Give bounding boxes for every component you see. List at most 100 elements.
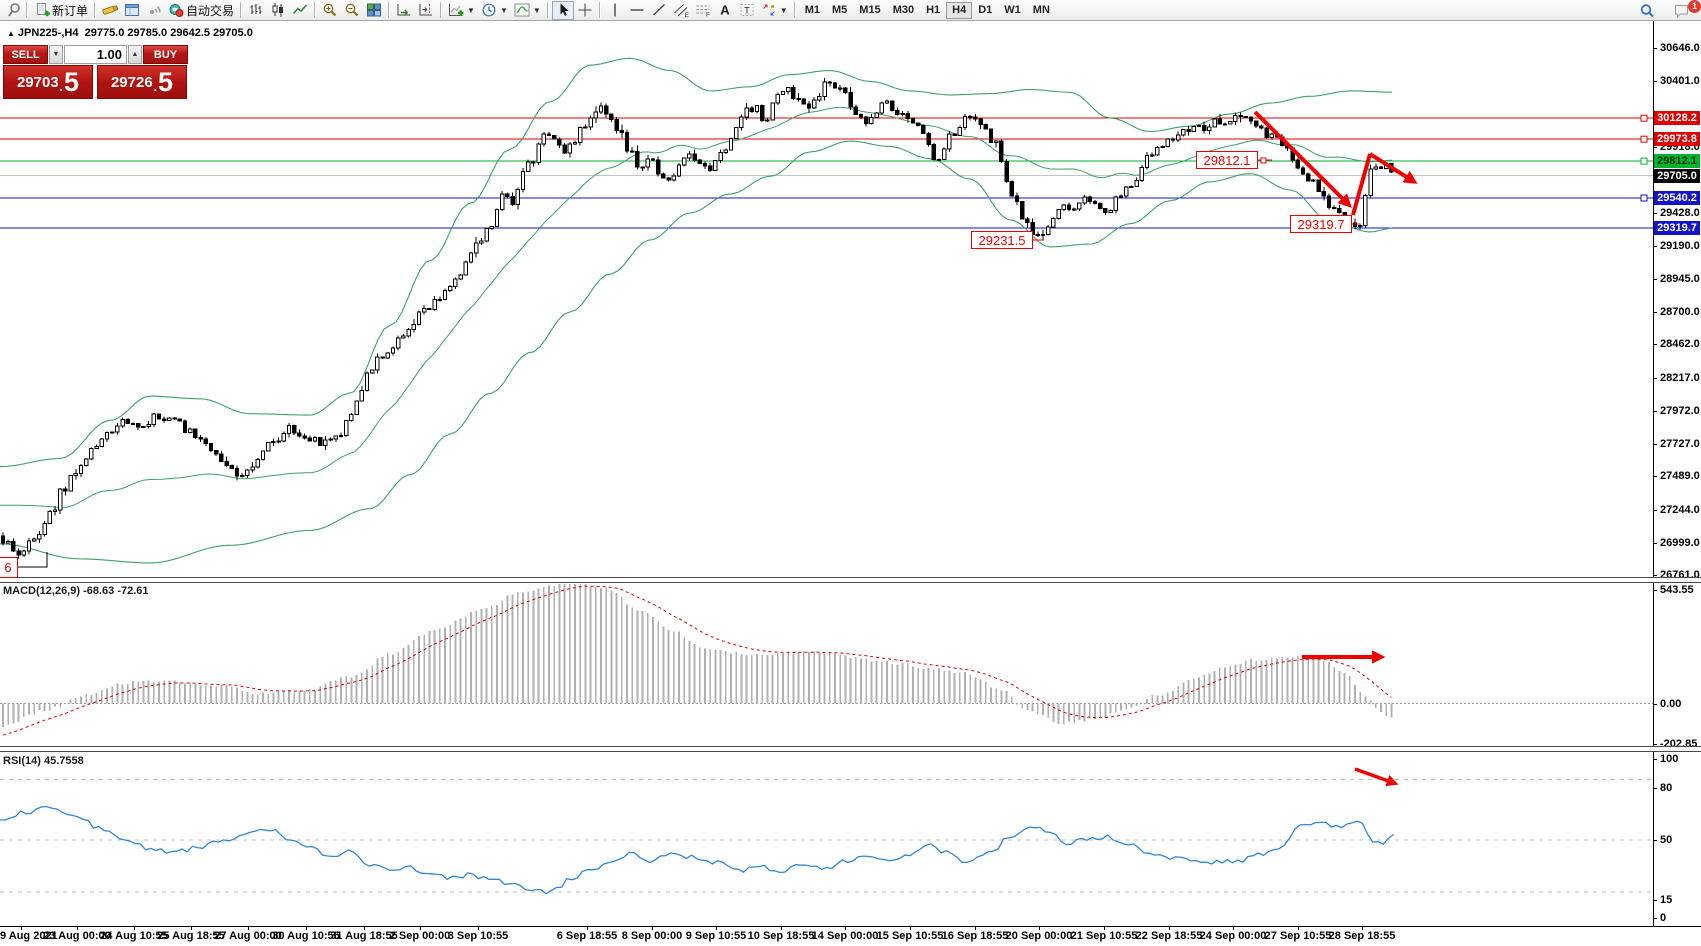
trend-arrow[interactable] [1368,152,1418,184]
new-chart-button[interactable]: ▼ [445,1,478,20]
buy-price[interactable]: 29726. 5 [97,65,187,99]
time-axis-label[interactable]: 20 Sep 00:00 [1005,930,1073,942]
macd-panel-canvas[interactable] [0,583,1653,747]
timeframe-mn-button[interactable]: MN [1027,2,1056,19]
time-axis-label[interactable]: 15 Sep 10:55 [876,930,944,942]
price-annotation[interactable]: 29231.5 [971,231,1033,249]
line-handle[interactable] [1640,135,1648,143]
cursor-button[interactable] [551,0,574,20]
price-annotation[interactable]: 6 [0,557,18,578]
period-presets-button[interactable]: ▼ [478,1,511,20]
chart-shift-button[interactable] [415,1,437,20]
time-axis-label[interactable]: 25 Aug 18:55 [157,930,225,942]
line-handle[interactable] [1640,114,1648,122]
trend-arrow[interactable] [1253,110,1352,208]
auto-scroll-button[interactable] [393,1,415,20]
crosshair-button[interactable] [574,1,596,20]
time-axis-label[interactable]: 3 Sep 10:55 [447,930,509,942]
time-axis-label[interactable]: 16 Sep 18:55 [941,930,1009,942]
time-axis-label[interactable]: 31 Aug 18:55 [330,930,398,942]
price-annotation[interactable]: 29319.7 [1290,215,1352,233]
equidistant-channel-button[interactable]: E [670,1,692,20]
tile-windows-button[interactable] [363,1,385,20]
toolbar-separator [94,2,97,18]
new-order-label: 新订单 [52,3,89,18]
timeframe-w1-button[interactable]: W1 [998,2,1027,19]
rsi-panel-splitter[interactable] [0,746,1701,752]
time-axis-label[interactable]: 9 Aug 2021 [0,930,58,942]
price-annotation[interactable]: 29812.1 [1196,151,1258,169]
chart-bars-button[interactable] [245,1,267,20]
arrows-objects-button[interactable]: ▼ [758,1,791,20]
volume-input[interactable]: 1.00 [64,45,127,64]
zoom-in-button[interactable] [319,1,341,20]
buy-button[interactable]: BUY [143,45,188,64]
timeframe-m1-button[interactable]: M1 [799,2,826,19]
auto-trading-button[interactable]: 自动交易 [165,1,237,20]
time-axis-label[interactable]: 2 Sep 00:00 [389,930,451,942]
time-axis-label[interactable]: 6 Sep 18:55 [556,930,618,942]
timeframe-m5-button[interactable]: M5 [826,2,853,19]
timeframe-m15-button[interactable]: M15 [853,2,886,19]
arrows-objects-dropdown-icon[interactable]: ▼ [779,5,788,15]
trendline-button[interactable] [648,1,670,20]
timeframe-h1-button[interactable]: H1 [920,2,946,19]
time-axis-label[interactable]: 22 Sep 18:55 [1135,930,1203,942]
fibonacci-button[interactable]: F [692,1,714,20]
time-axis-label[interactable]: 10 Sep 18:55 [747,930,815,942]
volume-decrease-button[interactable]: ▼ [49,45,63,64]
edge-partial-search-button[interactable] [1,1,23,20]
toolbar-separator [440,2,443,18]
new-chart-dropdown-icon[interactable]: ▼ [467,5,475,15]
time-axis-label[interactable]: 28 Sep 18:55 [1328,930,1396,942]
new-order-button[interactable]: 新订单 [31,1,91,20]
time-axis-label[interactable]: 24 Aug 10:55 [100,930,168,942]
sell-button[interactable]: SELL [3,45,48,64]
sell-price[interactable]: 29703. 5 [3,65,93,99]
period-presets-dropdown-icon[interactable]: ▼ [499,5,508,15]
rsi-axis-label: 50 [1660,834,1673,846]
text-button[interactable]: A [714,1,736,20]
trend-arrow[interactable] [1354,767,1399,787]
chart-candles-button[interactable] [267,1,289,20]
time-axis-label[interactable]: 9 Sep 10:55 [685,930,747,942]
time-axis-label[interactable]: 27 Aug 00:00 [214,930,282,942]
indicators-list-button[interactable]: ▼ [511,1,544,20]
indicators-list-dropdown-icon[interactable]: ▼ [532,5,541,15]
signals-button[interactable] [143,1,165,20]
buy-price-dot: . [153,80,158,94]
horizontal-line-button[interactable] [626,1,648,20]
line-handle[interactable] [1640,194,1648,202]
zoom-out-button[interactable] [341,1,363,20]
zoom-in-icon [323,3,337,17]
charts-window-button[interactable] [121,1,143,20]
time-axis-label[interactable]: 14 Sep 00:00 [811,930,879,942]
profiles-button[interactable] [99,1,121,20]
chart-line-button[interactable] [289,1,311,20]
notifications-icon[interactable]: 1 [1668,0,1701,21]
vertical-line-button[interactable] [604,1,626,20]
time-axis-label[interactable]: 30 Aug 10:55 [272,930,340,942]
time-axis-label[interactable]: 24 Sep 00:00 [1199,930,1267,942]
timeframe-m30-button[interactable]: M30 [887,2,920,19]
chart-line-icon [292,4,308,15]
rsi-axis-label: 15 [1660,894,1673,906]
macd-panel-splitter[interactable] [0,577,1701,583]
time-axis-label[interactable]: 27 Sep 10:55 [1264,930,1332,942]
candles [0,77,1394,559]
line-handle[interactable] [1640,157,1648,165]
time-axis-label[interactable]: 23 Aug 00:00 [43,930,111,942]
volume-increase-button[interactable]: ▲ [128,45,142,64]
trend-arrow[interactable] [1351,153,1372,216]
arrows-objects-icon [762,4,775,16]
price-level-badge: 30128.2 [1654,111,1700,126]
time-axis-label[interactable]: 21 Sep 10:55 [1070,930,1138,942]
price-chart-canvas[interactable] [0,21,1653,578]
text-label-button[interactable]: T [736,1,758,20]
timeframe-d1-button[interactable]: D1 [972,2,998,19]
search-icon[interactable] [1633,0,1660,21]
time-axis-label[interactable]: 8 Sep 00:00 [621,930,683,942]
timeframe-h4-button[interactable]: H4 [946,1,973,19]
rsi-panel-canvas[interactable] [0,752,1653,926]
